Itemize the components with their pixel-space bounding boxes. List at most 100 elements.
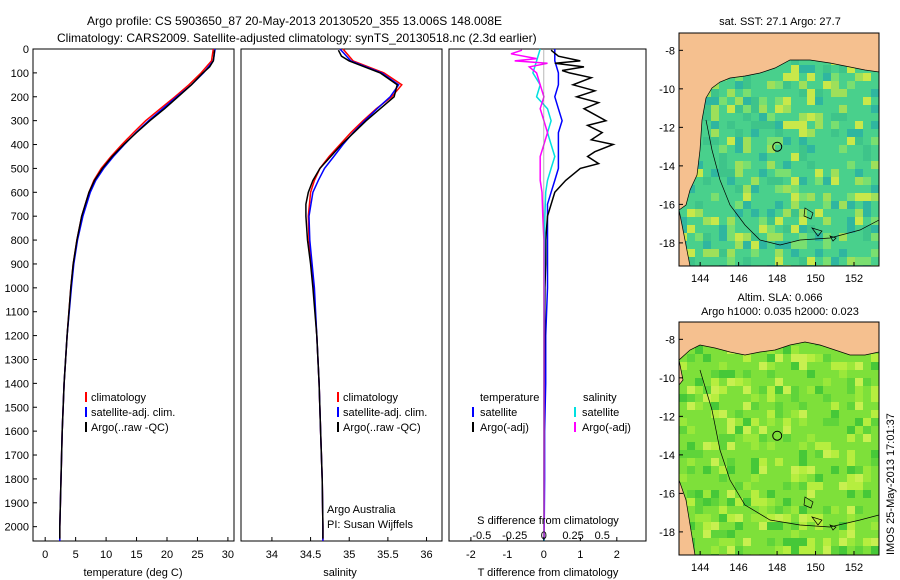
map-cell — [855, 386, 863, 394]
y-tick-label: 400 — [11, 140, 29, 152]
map-cell — [871, 386, 879, 394]
map-cell — [727, 426, 735, 434]
map-cell — [727, 434, 735, 442]
map-cell — [703, 105, 711, 113]
map-cell — [807, 129, 815, 137]
map-cell — [831, 73, 839, 81]
map-cell — [807, 193, 815, 201]
map-cell — [767, 490, 775, 498]
map-cell — [807, 434, 815, 442]
map-cell — [791, 546, 799, 554]
map-cell — [743, 418, 751, 426]
map-cell — [807, 113, 815, 121]
map-cell — [711, 97, 719, 105]
x-tick-label: 25 — [191, 549, 203, 561]
map-cell — [847, 402, 855, 410]
map-cell — [743, 482, 751, 490]
map-cell — [831, 201, 839, 209]
map-cell — [775, 458, 783, 466]
map-cell — [791, 153, 799, 161]
map-cell — [767, 225, 775, 233]
map-x-tick-label: 150 — [806, 273, 824, 285]
map-cell — [759, 241, 767, 249]
sst-contour — [705, 119, 879, 246]
map-cell — [847, 378, 855, 386]
map-cell — [727, 530, 735, 538]
difference-panel: -2 -1 0 1 2 -0.5 -0.25 0 0.25 0.5 S difference f… — [448, 48, 647, 579]
map-cell — [855, 177, 863, 185]
map-cell — [767, 217, 775, 225]
legend-header-temperature: temperature — [480, 392, 539, 404]
map-cell — [687, 249, 695, 257]
map-cell — [799, 402, 807, 410]
map-cell — [727, 257, 735, 265]
map-cell — [791, 354, 799, 362]
map-x-tick-label: 146 — [729, 273, 747, 285]
map-cell — [839, 113, 847, 121]
map-cell — [767, 113, 775, 121]
map-cell — [799, 89, 807, 97]
map-cell — [815, 442, 823, 450]
map-cell — [727, 121, 735, 129]
map-cell — [743, 113, 751, 121]
map-cell — [727, 370, 735, 378]
map-cell — [711, 193, 719, 201]
map-cell — [719, 386, 727, 394]
map-cell — [775, 354, 783, 362]
map-cell — [799, 225, 807, 233]
map-cell — [735, 129, 743, 137]
map-cell — [711, 546, 719, 554]
map-cell — [743, 185, 751, 193]
map-cell — [855, 257, 863, 265]
map-cell — [735, 546, 743, 554]
map-cell — [759, 506, 767, 514]
legend-label-s-argo: Argo(-adj) — [582, 422, 631, 434]
sst-map: sat. SST: 27.1 Argo: 27.7 144 146 148 150 15… — [659, 16, 880, 285]
map-cell — [823, 65, 831, 73]
map-cell — [783, 121, 791, 129]
legend-label-climatology: climatology — [343, 392, 399, 404]
map-cell — [711, 458, 719, 466]
map-cell — [871, 217, 879, 225]
y-tick-label: 2000 — [5, 522, 29, 534]
series-line-argo-raw-qc- — [59, 50, 216, 539]
y-tick-label: 1300 — [5, 354, 29, 366]
map-cell — [863, 378, 871, 386]
map-cell — [815, 386, 823, 394]
map-cell — [863, 177, 871, 185]
map-cell — [719, 233, 727, 241]
map-cell — [743, 73, 751, 81]
map-cell — [711, 402, 719, 410]
map-cell — [791, 73, 799, 81]
map-cell — [847, 201, 855, 209]
map-cell — [871, 522, 879, 530]
map-cell — [711, 370, 719, 378]
y-tick-label: 500 — [11, 163, 29, 175]
map-cell — [687, 354, 695, 362]
s-tick-label: 0.25 — [562, 530, 583, 542]
map-cell — [799, 410, 807, 418]
annotation-argo-australia: Argo Australia — [327, 504, 396, 516]
map-cell — [695, 209, 703, 217]
map-y-tick-label: -18 — [659, 238, 675, 250]
map-cell — [815, 474, 823, 482]
map-cell — [839, 546, 847, 554]
map-cell — [775, 257, 783, 265]
map-cell — [823, 538, 831, 546]
map-cell — [783, 386, 791, 394]
map-cell — [863, 434, 871, 442]
map-cell — [727, 233, 735, 241]
x-tick-label: -1 — [502, 549, 512, 561]
map-cell — [703, 466, 711, 474]
map-cell — [823, 418, 831, 426]
map-cell — [823, 217, 831, 225]
x-tick-label: 15 — [130, 549, 142, 561]
map-cell — [863, 233, 871, 241]
map-cell — [831, 506, 839, 514]
map-cell — [775, 129, 783, 137]
map-y-tick-label: -16 — [659, 488, 675, 500]
map-x-tick-label: 144 — [691, 562, 709, 574]
map-cell — [863, 257, 871, 265]
map-cell — [783, 225, 791, 233]
map-cell — [679, 362, 687, 370]
